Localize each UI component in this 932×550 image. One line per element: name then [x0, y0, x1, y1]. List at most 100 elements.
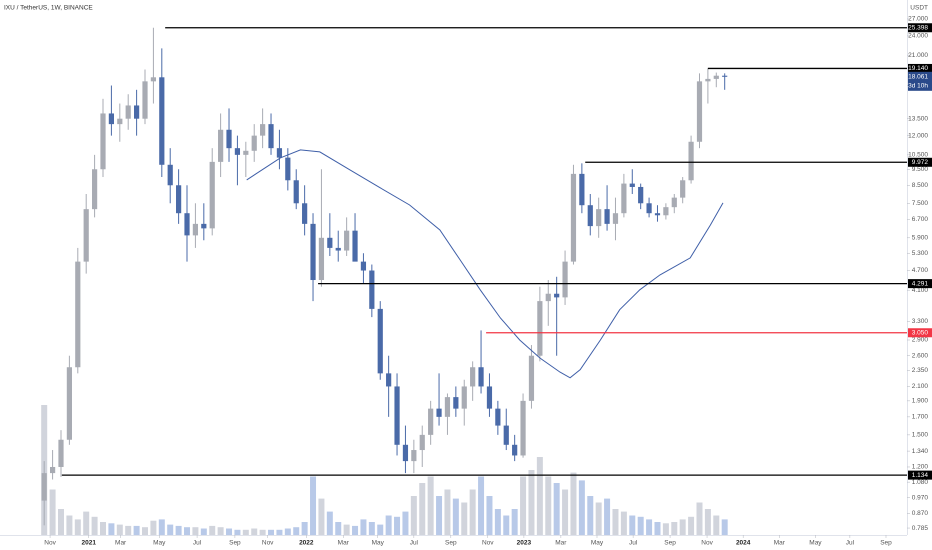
volume-bar — [679, 519, 686, 535]
candle-body — [596, 209, 602, 227]
candle-body — [117, 118, 123, 125]
y-tick-label: 7.500 — [912, 200, 929, 207]
y-tick-label: 4.100 — [912, 287, 929, 294]
volume-bar — [629, 515, 636, 535]
candle-body — [41, 473, 47, 501]
candle-body — [352, 230, 358, 262]
y-tick-label: 24.000 — [908, 33, 928, 40]
volume-bar — [604, 498, 611, 535]
y-tick-label: 6.700 — [912, 216, 929, 223]
volume-bar — [511, 509, 518, 535]
volume-bar — [461, 502, 468, 535]
candle-body — [587, 205, 593, 227]
x-tick-label: 2023 — [517, 540, 532, 547]
candle-body — [176, 185, 182, 214]
y-tick-label: 27.000 — [908, 16, 928, 23]
volume-bar — [394, 516, 401, 535]
candle-body — [268, 124, 274, 149]
volume-bar — [83, 511, 90, 535]
candle-body — [579, 173, 585, 206]
y-tick-label: 1.900 — [912, 398, 929, 405]
y-tick-label: 5.300 — [912, 250, 929, 257]
volume-bar — [192, 527, 199, 535]
y-tick-label: 1.080 — [912, 479, 929, 486]
candle-body — [142, 81, 148, 119]
candle-body — [58, 439, 64, 467]
volume-bar — [66, 515, 73, 535]
y-tick-label: 13.500 — [908, 115, 928, 122]
volume-bar — [620, 511, 627, 535]
volume-bar — [528, 470, 535, 535]
y-tick-label: 0.870 — [912, 510, 929, 517]
x-tick-label: Nov — [44, 540, 56, 547]
level-price-box — [908, 63, 932, 73]
x-tick-label: Jul — [846, 540, 855, 547]
volume-bar — [494, 509, 501, 535]
candle-body — [327, 237, 333, 248]
volume-bar — [637, 516, 644, 535]
volume-bar — [91, 516, 98, 535]
candle-body — [705, 78, 711, 82]
volume-bar — [217, 527, 224, 535]
candle-body — [394, 386, 400, 445]
y-tick-label: 10.500 — [908, 152, 928, 159]
x-tick-label: 2024 — [736, 540, 751, 547]
candle-body — [125, 105, 131, 119]
y-tick-label: 1.340 — [912, 448, 929, 455]
candle-body — [83, 209, 89, 262]
volume-bar — [427, 476, 434, 535]
volume-bar — [158, 519, 165, 535]
last-price-box — [908, 71, 932, 91]
candle-body — [386, 373, 392, 387]
volume-bar — [553, 483, 560, 535]
candle-body — [545, 293, 551, 302]
candle-body — [486, 386, 493, 409]
y-tick-label: 12.000 — [908, 132, 928, 139]
x-tick-label: May — [591, 540, 604, 547]
x-tick-label: Nov — [262, 540, 274, 547]
candle-body — [167, 164, 173, 186]
candle-body — [226, 129, 232, 149]
candle-body — [604, 209, 610, 224]
candle-body — [159, 77, 165, 165]
volume-bar — [318, 498, 325, 535]
y-tick-label: 2.900 — [912, 337, 929, 344]
y-tick-label: 2.350 — [912, 367, 929, 374]
candle-body — [696, 81, 703, 142]
level-price-label: 25.398 — [908, 24, 928, 31]
x-tick-label: Sep — [880, 540, 892, 547]
candle-body — [646, 203, 652, 214]
x-tick-label: Nov — [482, 540, 494, 547]
candle-body — [528, 355, 535, 401]
volume-bar — [696, 502, 703, 535]
candle-body — [276, 148, 283, 158]
candle-body — [260, 124, 266, 136]
candle-body — [66, 367, 72, 440]
candle-body — [419, 434, 425, 451]
x-tick-label: Nov — [701, 540, 713, 547]
volume-bar — [688, 516, 695, 535]
y-tick-label: 3.300 — [912, 318, 929, 325]
volume-bar — [713, 515, 720, 535]
candle-body — [234, 148, 241, 155]
volume-bar — [503, 515, 510, 535]
candle-body — [411, 450, 417, 462]
x-tick-label: Sep — [445, 540, 457, 547]
x-tick-label: Jul — [193, 540, 202, 547]
y-tick-label: 0.785 — [912, 525, 929, 532]
candle-body — [192, 223, 199, 236]
candle-body — [369, 270, 375, 309]
volume-bar — [259, 529, 266, 535]
candle-body — [470, 367, 476, 387]
volume-bar — [251, 528, 258, 535]
volume-bar — [326, 511, 333, 535]
candle-body — [360, 261, 367, 271]
volume-bar — [545, 476, 552, 535]
volume-bar — [150, 520, 157, 535]
y-tick-label: 21.000 — [908, 52, 928, 59]
volume-bar — [184, 527, 191, 535]
volume-bar — [310, 476, 317, 535]
